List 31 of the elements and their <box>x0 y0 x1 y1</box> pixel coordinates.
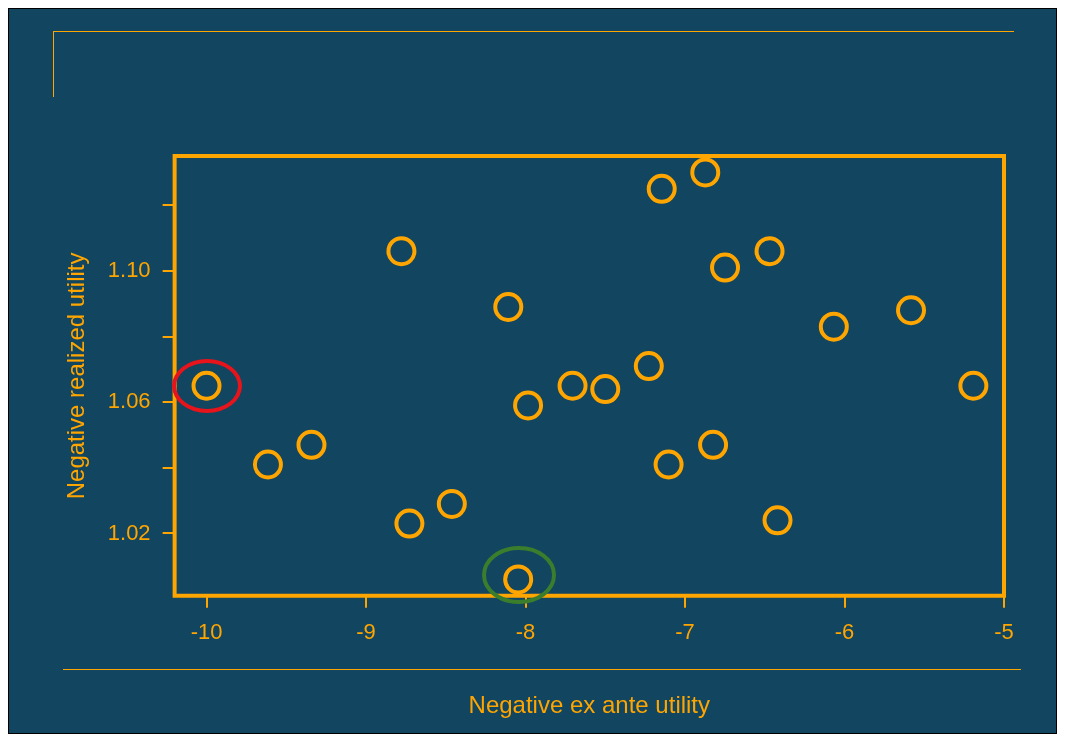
x-tick-label: -9 <box>356 619 376 645</box>
point <box>590 374 621 405</box>
x-tick-label: -10 <box>190 619 223 645</box>
x-tick-label: -7 <box>675 619 695 645</box>
y-tick-label: 1.10 <box>107 256 151 282</box>
point <box>633 351 664 382</box>
point <box>646 173 677 204</box>
x-axis-title: Negative ex ante utility <box>468 691 711 719</box>
point <box>394 508 425 539</box>
point <box>762 505 793 536</box>
point <box>710 252 741 283</box>
y-axis-title: Negative realized utility <box>62 252 90 500</box>
point <box>754 236 785 267</box>
point <box>818 311 849 342</box>
point <box>493 291 524 322</box>
point <box>653 449 684 480</box>
point <box>690 157 721 188</box>
x-tick-label: -5 <box>994 619 1014 645</box>
x-tick-label: -8 <box>515 619 536 645</box>
y-tick-label: 1.06 <box>107 388 151 414</box>
point <box>557 370 588 401</box>
point <box>296 429 327 460</box>
point <box>436 488 467 519</box>
point <box>698 429 729 460</box>
point <box>513 390 544 421</box>
y-tick-label: 1.02 <box>107 519 151 545</box>
point <box>896 295 927 326</box>
x-tick-label: -6 <box>834 619 855 645</box>
point <box>386 236 417 267</box>
point <box>958 370 989 401</box>
point <box>252 449 283 480</box>
